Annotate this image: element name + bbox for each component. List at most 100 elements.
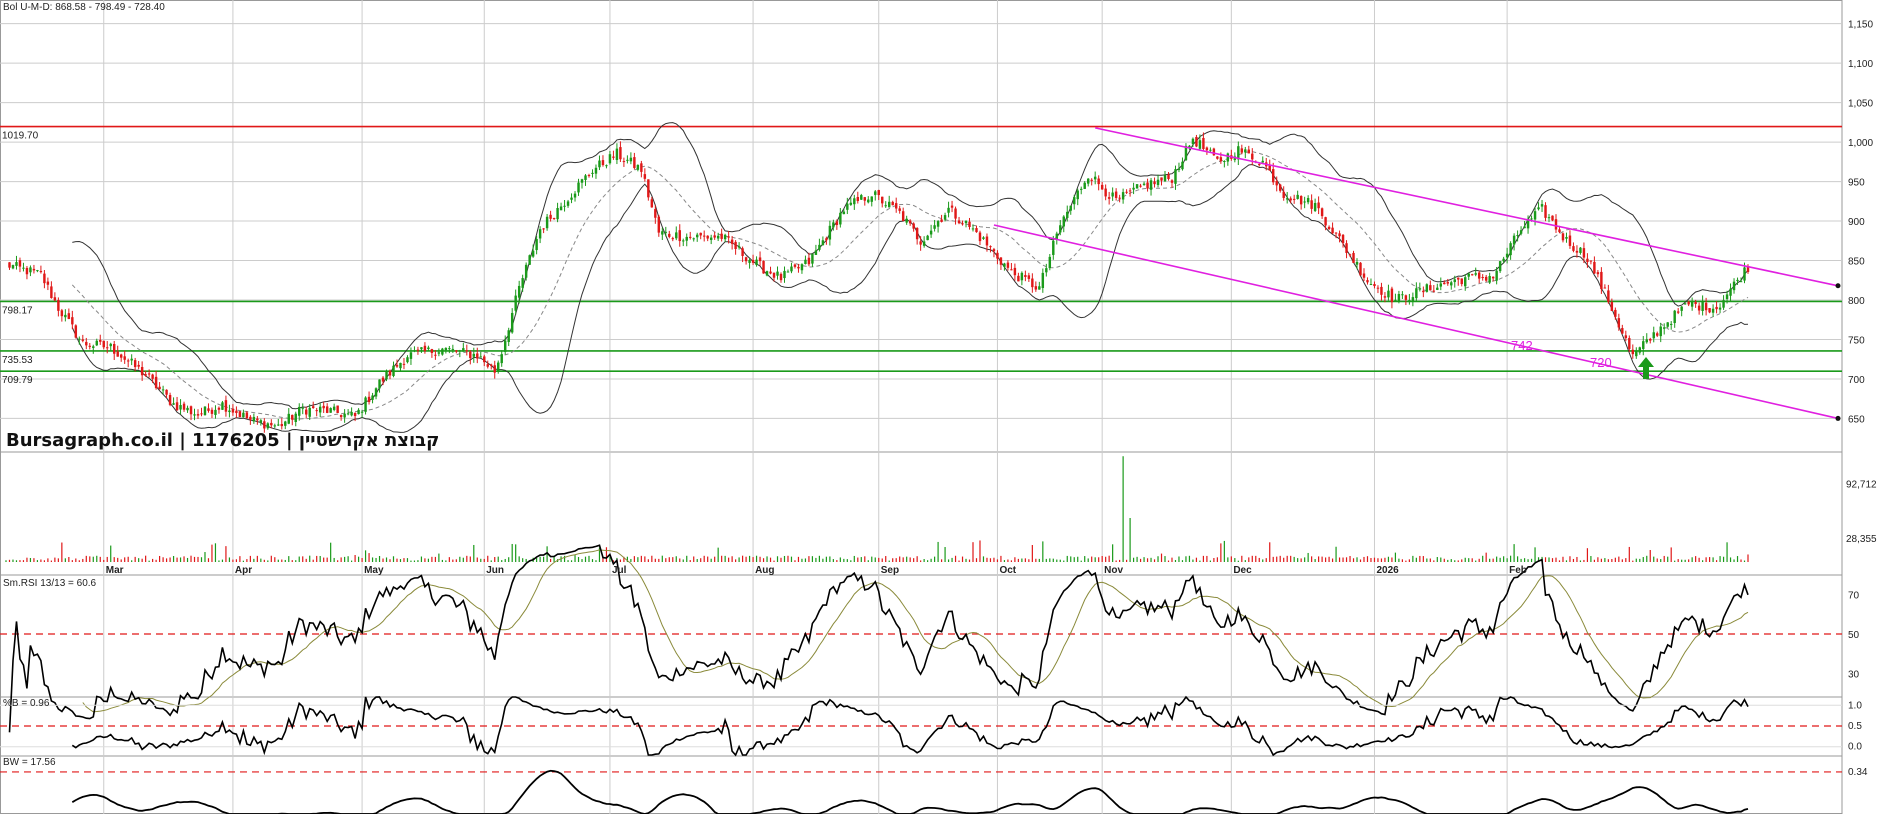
- volume-bar: [745, 556, 747, 562]
- candle: [538, 226, 542, 244]
- candle: [1635, 347, 1638, 359]
- price-y-tick: 1,000: [1848, 138, 1873, 149]
- candle: [947, 201, 950, 218]
- candle: [654, 205, 657, 224]
- candle: [524, 262, 528, 281]
- candle: [1306, 195, 1310, 205]
- candle: [430, 348, 434, 358]
- volume-bar: [434, 556, 436, 562]
- candle: [1348, 253, 1352, 257]
- candle: [395, 359, 399, 368]
- volume-bar: [1230, 556, 1232, 562]
- volume-bar: [1520, 558, 1522, 562]
- candle: [1422, 286, 1425, 298]
- volume-bar: [68, 557, 70, 562]
- candle: [1296, 190, 1299, 200]
- candle: [1662, 323, 1666, 335]
- candle: [584, 174, 587, 186]
- volume-bars: [5, 456, 1749, 562]
- volume-bar: [1632, 560, 1634, 562]
- volume-bar: [1422, 556, 1424, 562]
- candle: [126, 358, 130, 368]
- volume-bar: [1223, 540, 1225, 562]
- volume-bar: [284, 559, 286, 562]
- volume-bar: [1031, 545, 1033, 562]
- volume-tick: 92,712: [1846, 480, 1877, 491]
- candle: [1537, 202, 1540, 211]
- candle: [877, 189, 880, 201]
- candle: [661, 227, 664, 240]
- volume-bar: [155, 559, 157, 562]
- candle: [151, 373, 154, 384]
- volume-bar: [790, 556, 793, 562]
- volume-bar: [874, 557, 876, 562]
- candle: [249, 415, 252, 425]
- rsi-panel: [0, 544, 1842, 733]
- candle: [1669, 321, 1673, 330]
- candle: [1631, 344, 1635, 359]
- candle: [1701, 295, 1704, 316]
- volume-bar: [633, 556, 635, 562]
- candle: [1376, 285, 1380, 294]
- volume-bar: [1625, 558, 1627, 562]
- volume-bar: [1014, 557, 1016, 562]
- candle: [723, 233, 727, 243]
- volume-bar: [214, 543, 217, 562]
- candle: [95, 338, 98, 347]
- volume-bar: [487, 555, 489, 562]
- candle: [161, 385, 165, 395]
- candle: [1502, 256, 1505, 264]
- candle: [552, 217, 556, 220]
- volume-bar: [1405, 560, 1407, 562]
- candle: [748, 258, 751, 269]
- channel-upper: [1095, 127, 1839, 287]
- candle: [744, 256, 748, 265]
- candle: [1673, 309, 1676, 328]
- volume-bar: [186, 557, 189, 562]
- candle: [301, 403, 304, 415]
- candle: [287, 408, 290, 425]
- candle: [483, 354, 486, 367]
- volume-bar: [1513, 544, 1515, 562]
- volume-bar: [975, 558, 978, 562]
- candle: [605, 164, 608, 169]
- candle: [1495, 266, 1498, 285]
- candle: [1666, 322, 1669, 328]
- candle: [381, 376, 385, 386]
- candle: [311, 401, 315, 409]
- volume-bar: [326, 557, 328, 562]
- candle: [1237, 141, 1240, 166]
- volume-bar: [152, 558, 154, 562]
- candle: [277, 418, 280, 427]
- candle: [318, 403, 322, 418]
- volume-bar: [853, 555, 855, 562]
- volume-bar: [438, 553, 440, 562]
- candle: [783, 266, 786, 283]
- volume-bar: [228, 557, 231, 562]
- candle: [39, 265, 43, 274]
- volume-bar: [1311, 556, 1313, 562]
- candle: [497, 360, 500, 374]
- volume-bar: [371, 557, 374, 562]
- volume-bar: [766, 556, 768, 562]
- candle: [406, 355, 409, 364]
- candle: [1174, 165, 1177, 190]
- candle: [1181, 157, 1184, 171]
- volume-bar: [1736, 556, 1739, 562]
- volume-bar: [368, 553, 370, 562]
- candle: [1509, 241, 1512, 260]
- volume-bar: [843, 558, 845, 562]
- candle: [542, 228, 545, 234]
- candle: [325, 403, 329, 414]
- candle: [503, 335, 507, 355]
- candle: [1041, 268, 1045, 293]
- candle: [849, 197, 853, 206]
- volume-bar: [724, 555, 726, 562]
- candle: [441, 347, 444, 356]
- candle: [346, 409, 350, 416]
- volume-bar: [892, 558, 894, 562]
- candle: [818, 238, 821, 252]
- candle: [1083, 181, 1086, 190]
- candle: [1362, 268, 1366, 282]
- volume-bar: [665, 558, 667, 562]
